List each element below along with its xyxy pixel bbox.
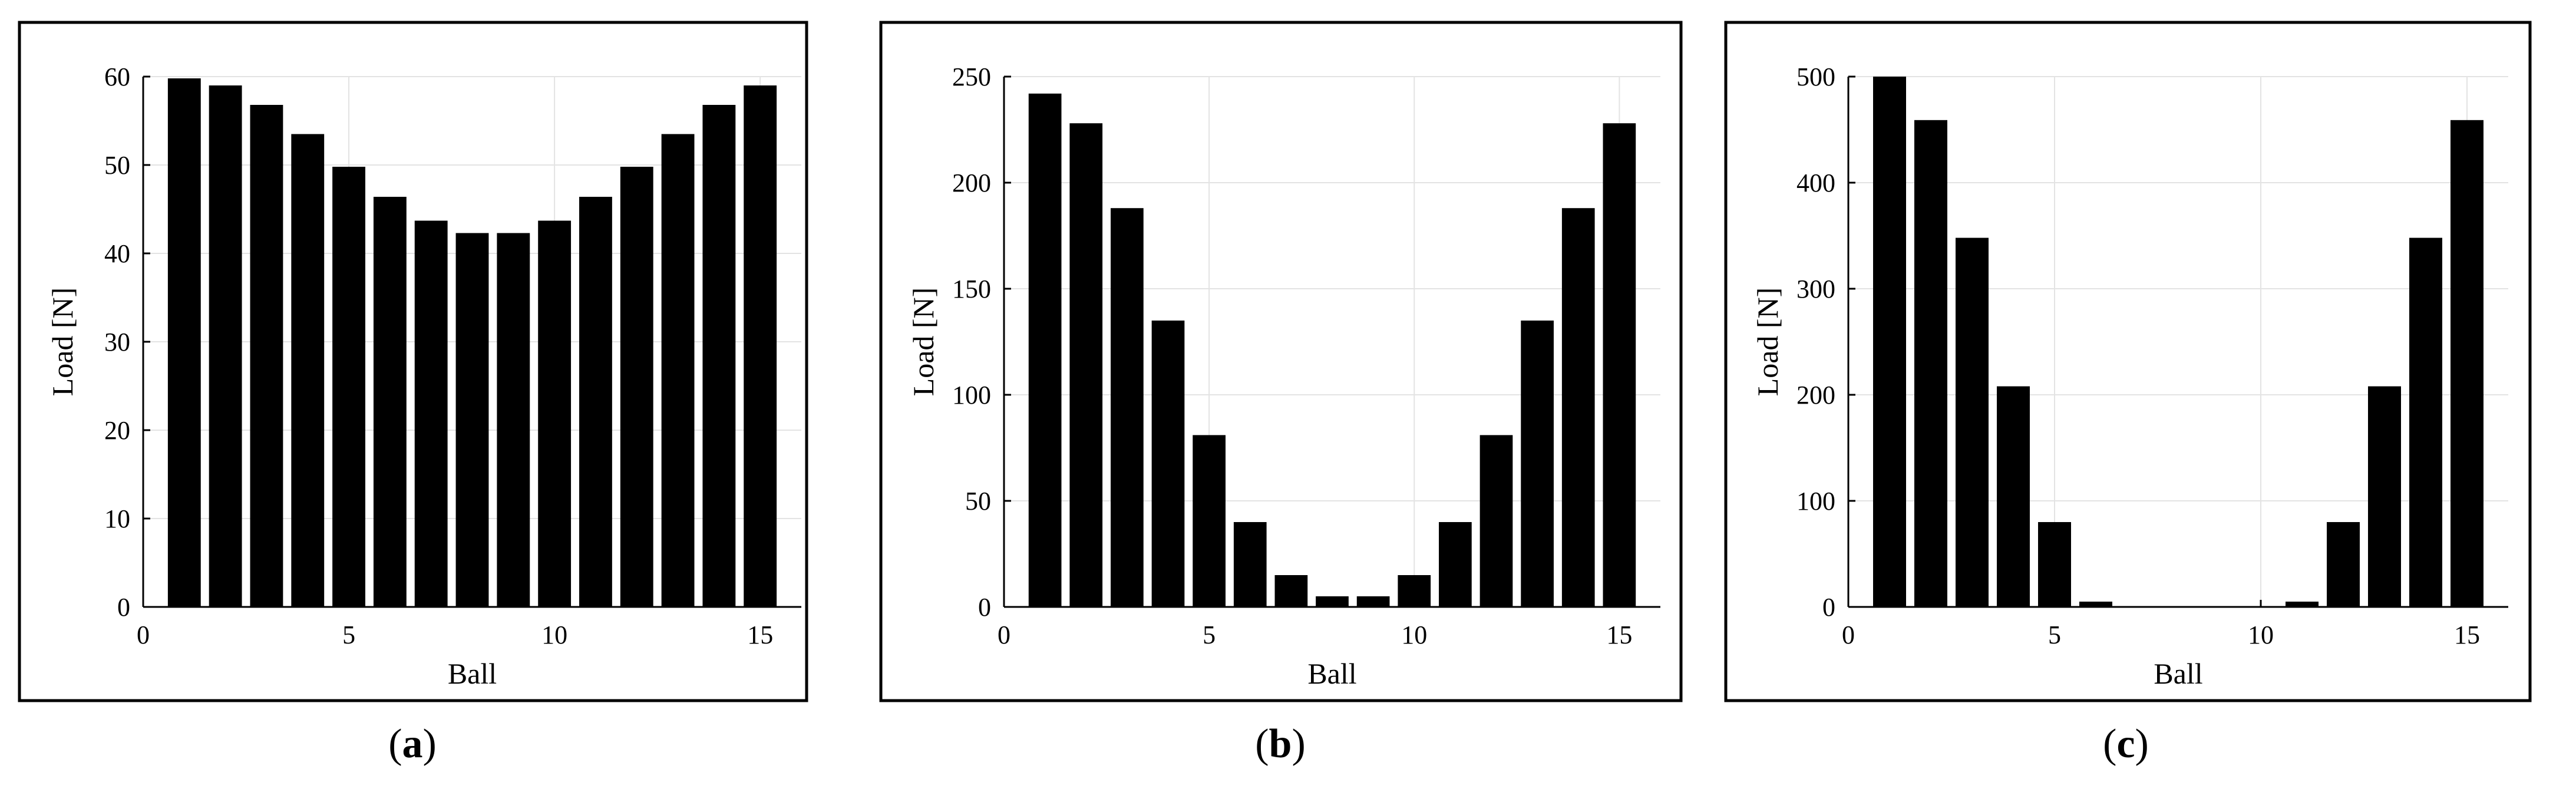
x-tick-label: 5 — [1203, 620, 1216, 649]
chart-panel-b: 0 50 100 150 200 250 0 5 10 15 Ball Load [N] (b) — [879, 21, 1683, 767]
panel-caption: (c) — [2103, 721, 2149, 767]
bar-13 — [1521, 321, 1554, 607]
bar-6 — [373, 197, 407, 607]
bar-3 — [250, 105, 283, 607]
bar-6 — [2079, 602, 2112, 607]
y-tick-label: 500 — [1796, 62, 1835, 91]
bar-14 — [702, 105, 736, 607]
bar-3 — [1111, 208, 1144, 607]
bar-4 — [1997, 386, 2030, 607]
bar-1 — [167, 78, 201, 607]
bar-12 — [1479, 435, 1513, 607]
caption-letter: b — [1269, 721, 1292, 767]
caption-open: ( — [388, 721, 402, 767]
bar-3 — [1956, 237, 1989, 608]
y-axis-label: Load [N] — [907, 288, 940, 397]
x-axis-label: Ball — [448, 657, 497, 690]
y-tick-label: 50 — [104, 151, 130, 180]
bar-12 — [620, 167, 653, 607]
y-tick-label: 0 — [978, 593, 991, 622]
y-tick-label: 100 — [1796, 487, 1835, 516]
panel-caption: (b) — [1255, 721, 1306, 767]
bar-11 — [579, 197, 612, 607]
bar-9 — [1356, 596, 1390, 607]
y-tick-label: 200 — [1796, 381, 1835, 410]
bar-14 — [1561, 208, 1595, 607]
y-tick-label: 60 — [104, 62, 130, 91]
x-tick-label: 0 — [137, 620, 150, 649]
y-tick-label: 0 — [117, 593, 130, 622]
chart-panel-a: 0 10 20 30 40 50 60 0 5 10 15 Ball Load [N] (a) — [18, 21, 808, 767]
x-tick-label: 5 — [2048, 620, 2061, 649]
bar-15 — [2450, 120, 2483, 608]
bar-5 — [1193, 435, 1226, 607]
bar-15 — [744, 85, 777, 607]
caption-letter: c — [2116, 721, 2135, 767]
x-tick-label: 10 — [541, 620, 567, 649]
y-tick-label: 0 — [1822, 593, 1835, 622]
bar-13 — [661, 134, 695, 607]
y-tick-label: 250 — [952, 62, 991, 91]
bar-7 — [414, 220, 448, 607]
bar-12 — [2327, 522, 2360, 607]
y-tick-label: 150 — [952, 275, 991, 303]
bar-1 — [1028, 93, 1062, 608]
bar-14 — [2409, 237, 2442, 608]
bars — [167, 78, 777, 607]
caption-open: ( — [2103, 721, 2116, 767]
x-tick-label: 10 — [2248, 620, 2274, 649]
x-tick-label: 0 — [998, 620, 1010, 649]
panel-frame — [879, 21, 1683, 702]
y-tick-label: 10 — [104, 504, 130, 533]
bar-8 — [455, 233, 489, 607]
bars — [1028, 93, 1636, 608]
caption-close: ) — [1292, 721, 1305, 767]
y-tick-label: 20 — [104, 416, 130, 445]
y-tick-label: 40 — [104, 239, 130, 268]
x-axis-label: Ball — [1307, 657, 1356, 690]
y-tick-label: 100 — [952, 381, 991, 410]
bar-8 — [1316, 596, 1349, 607]
bar-2 — [1069, 123, 1103, 607]
y-tick-label: 300 — [1796, 275, 1835, 303]
x-tick-label: 15 — [1606, 620, 1632, 649]
caption-letter: a — [402, 721, 423, 767]
x-tick-label: 0 — [1842, 620, 1855, 649]
bar-11 — [2286, 602, 2319, 607]
bar-2 — [1914, 120, 1947, 608]
y-tick-label: 400 — [1796, 169, 1835, 197]
bar-11 — [1439, 522, 1472, 607]
panel-frame — [18, 21, 808, 702]
bar-4 — [291, 134, 325, 607]
y-axis-label: Load [N] — [1751, 288, 1784, 397]
bar-2 — [209, 85, 242, 607]
bars — [1873, 77, 2483, 608]
x-tick-label: 10 — [1401, 620, 1427, 649]
caption-open: ( — [1255, 721, 1269, 767]
chart-panel-c: 0 100 200 300 400 500 0 5 10 15 Ball Load [N] (c) — [1724, 21, 2532, 767]
bar-5 — [332, 167, 365, 607]
bar-9 — [497, 233, 530, 607]
y-tick-label: 30 — [104, 328, 130, 356]
bar-6 — [1233, 522, 1267, 607]
panel-frame — [1724, 21, 2532, 702]
y-axis-label: Load [N] — [46, 288, 79, 397]
bar-7 — [1274, 575, 1308, 607]
y-tick-label: 200 — [952, 169, 991, 197]
bar-15 — [1603, 123, 1636, 607]
x-tick-label: 15 — [747, 620, 773, 649]
x-tick-label: 5 — [342, 620, 355, 649]
y-tick-label: 50 — [965, 487, 991, 516]
caption-close: ) — [423, 721, 437, 767]
x-axis-label: Ball — [2154, 657, 2202, 690]
x-tick-label: 15 — [2454, 620, 2480, 649]
caption-close: ) — [2135, 721, 2149, 767]
bar-10 — [538, 220, 572, 607]
bar-5 — [2038, 522, 2071, 607]
panel-caption: (a) — [388, 721, 437, 767]
bar-4 — [1151, 321, 1185, 607]
bar-1 — [1873, 77, 1906, 607]
bar-13 — [2368, 386, 2401, 607]
